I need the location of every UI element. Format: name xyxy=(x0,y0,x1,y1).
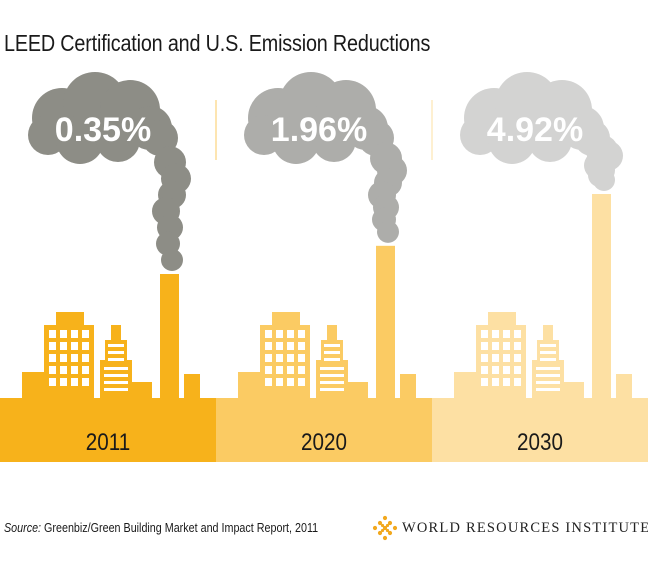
wri-logo-text: WORLD RESOURCES INSTITUTE xyxy=(402,520,648,536)
chimney-2011 xyxy=(160,274,179,400)
value-label-2030: 4.92% xyxy=(487,111,583,149)
panel-2020: 1.96% 2020 xyxy=(216,72,432,462)
chimney-2020 xyxy=(376,245,395,400)
windows-2030 xyxy=(481,330,560,391)
chart-title: LEED Certification and U.S. Emission Red… xyxy=(4,30,431,56)
category-label-2020: 2020 xyxy=(301,429,347,456)
chimney-2030 xyxy=(592,194,611,400)
year-band-2030 xyxy=(432,412,648,462)
year-band-2020 xyxy=(216,412,432,462)
wri-logo-mark-icon xyxy=(372,515,398,541)
category-label-2011: 2011 xyxy=(86,429,130,456)
wri-logo: WORLD RESOURCES INSTITUTE xyxy=(372,515,648,541)
source-note: Source: Greenbiz/Green Building Market a… xyxy=(4,521,318,535)
smoke-plume-2030 xyxy=(460,72,623,191)
source-text: Greenbiz/Green Building Market and Impac… xyxy=(41,521,319,535)
windows-2020 xyxy=(265,330,344,391)
smoke-plume-2011 xyxy=(28,72,191,271)
windows-2011 xyxy=(49,330,128,391)
smoke-plume-2020 xyxy=(244,72,407,243)
value-label-2011: 0.35% xyxy=(55,111,151,149)
year-band-2011 xyxy=(0,412,216,462)
value-label-2020: 1.96% xyxy=(271,111,367,149)
panel-2030: 4.92% 2030 xyxy=(432,72,648,462)
source-label: Source: xyxy=(4,521,42,535)
panel-2011: 0.35% 2011 xyxy=(0,72,216,462)
category-label-2030: 2030 xyxy=(517,429,563,456)
